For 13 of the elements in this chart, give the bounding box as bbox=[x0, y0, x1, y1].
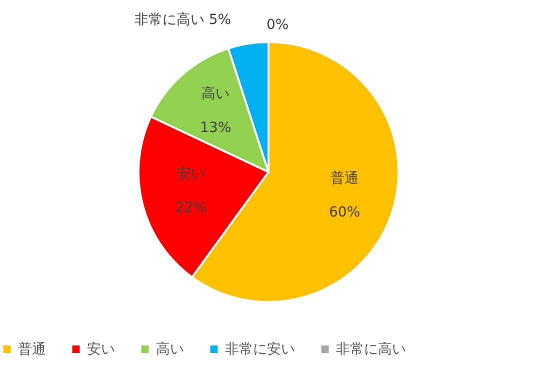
text: 0% bbox=[266, 17, 289, 33]
slice-label: 高い bbox=[202, 86, 230, 102]
data-label: 22% bbox=[175, 200, 207, 216]
legend-label: 安い bbox=[87, 341, 115, 358]
legend-label: 普通 bbox=[18, 340, 46, 358]
data-label: 非常に高い 5% bbox=[134, 12, 232, 28]
legend-label: 高い bbox=[156, 341, 184, 358]
slice-label: 安い bbox=[177, 166, 206, 182]
data-label: 13% bbox=[200, 120, 232, 136]
data-label: 60% bbox=[329, 204, 360, 221]
legend-label: 非常に高い bbox=[336, 341, 406, 358]
legend-label: 非常に安い bbox=[225, 341, 295, 358]
slice-label: 普通 bbox=[330, 170, 359, 187]
